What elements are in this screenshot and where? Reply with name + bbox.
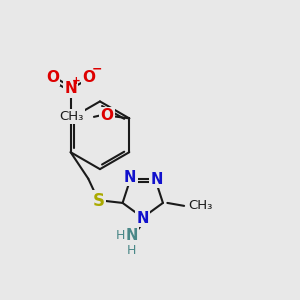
Text: N: N xyxy=(125,228,138,243)
Text: N: N xyxy=(136,211,149,226)
Text: N: N xyxy=(124,170,136,185)
Text: O: O xyxy=(46,70,59,85)
Text: O: O xyxy=(100,108,113,123)
Text: S: S xyxy=(93,192,105,210)
Text: O: O xyxy=(82,70,95,85)
Text: N: N xyxy=(151,172,163,187)
Text: CH₃: CH₃ xyxy=(188,200,213,212)
Text: −: − xyxy=(92,63,102,76)
Text: CH₃: CH₃ xyxy=(59,110,84,123)
Text: H: H xyxy=(116,229,125,242)
Text: N: N xyxy=(64,81,77,96)
Text: H: H xyxy=(127,244,136,257)
Text: +: + xyxy=(72,76,81,86)
